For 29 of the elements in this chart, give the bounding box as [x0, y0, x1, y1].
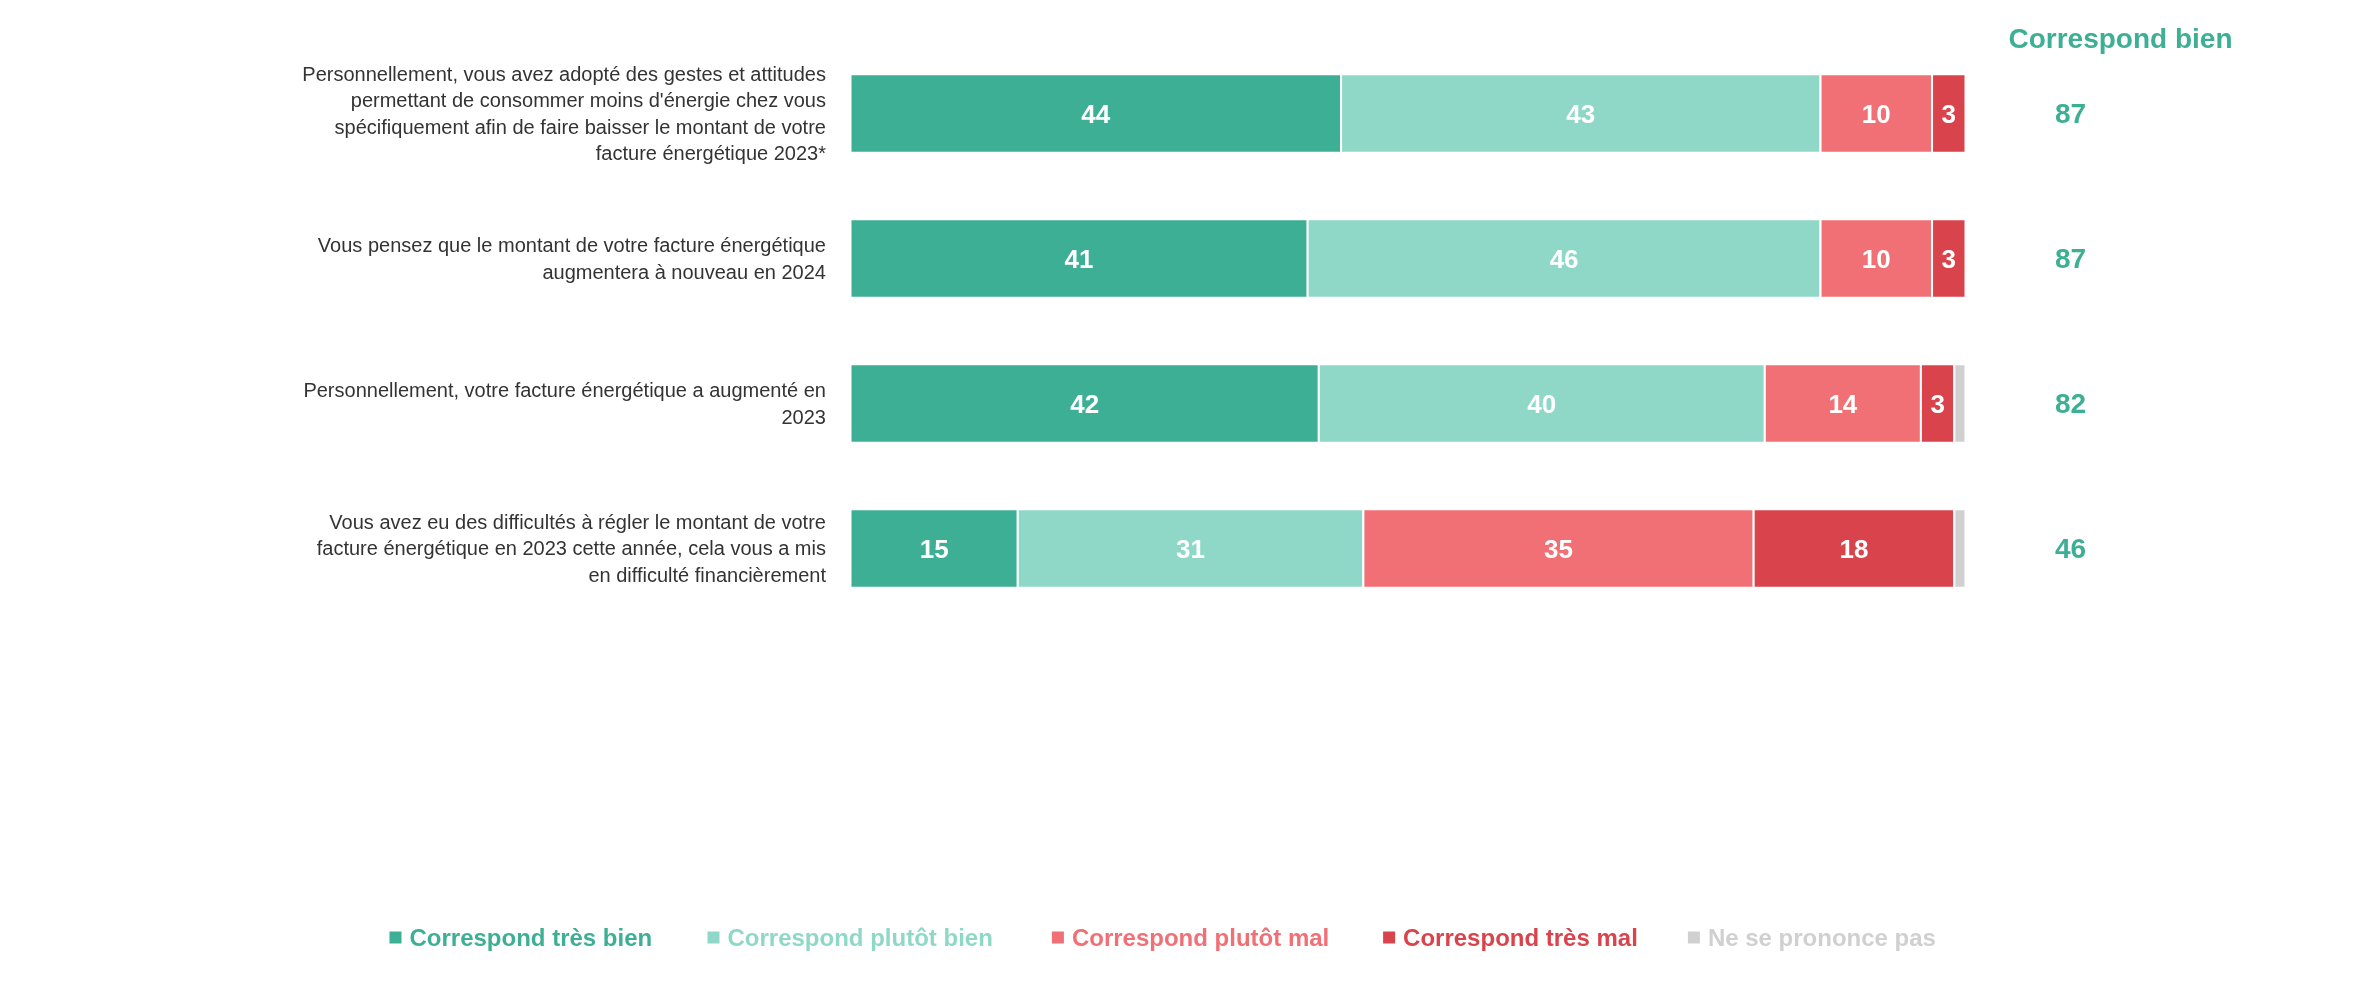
data-label: 10: [1861, 243, 1891, 274]
y-tick-label: Personnellement, votre facture énergétique a augmenté en 2023: [303, 379, 826, 428]
data-label: 3: [1941, 98, 1957, 129]
data-label: 43: [1566, 98, 1596, 129]
text: 87: [2054, 243, 2087, 274]
data-label: 3: [1941, 243, 1957, 274]
data-label: 10: [1861, 98, 1891, 129]
legend-label: Correspond plutôt mal: [1071, 924, 1330, 951]
legend-label: Correspond très mal: [1403, 924, 1638, 951]
data-label: 14: [1828, 388, 1858, 419]
data-label: 46: [1549, 243, 1579, 274]
data-label: 40: [1527, 388, 1557, 419]
legend-label: Correspond très bien: [409, 924, 653, 951]
data-label: 15: [919, 533, 949, 564]
text: 87: [2054, 98, 2087, 129]
data-label: 3: [1930, 388, 1945, 419]
data-label: 18: [1839, 533, 1869, 564]
y-tick-label: Personnellement, vous avez adopté des gestes et attitudes permettant de consommer moins d'énergie chez vous spécifiquement afin de faire baisser le montant de votre facture énergétique 2023*: [302, 62, 827, 165]
data-label: 41: [1064, 243, 1094, 274]
legend-label: Correspond plutôt bien: [727, 924, 993, 951]
text: 82: [2054, 388, 2087, 419]
y-tick-label: Vous avez eu des difficultés à régler le montant de votre facture énergétique en 2023 cette année, cela vous a mis en difficulté financièrement: [316, 511, 827, 586]
data-label: 42: [1070, 388, 1100, 419]
data-label: 44: [1081, 98, 1111, 129]
y-tick-label: Vous pensez que le montant de votre facture énergétique augmentera à nouveau en 2024: [317, 234, 826, 283]
text: 46: [2054, 533, 2087, 564]
text: Correspond bien: [2008, 23, 2233, 54]
data-label: 31: [1176, 533, 1206, 564]
data-label: 35: [1544, 533, 1573, 564]
